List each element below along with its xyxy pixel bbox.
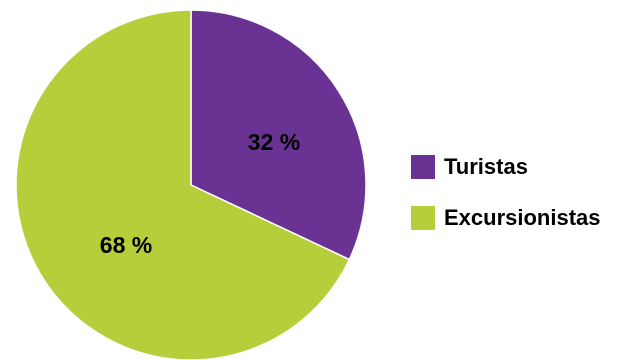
- pie-data-labels: 32 % 68 %: [100, 129, 300, 258]
- data-label-turistas: 32 %: [248, 129, 300, 155]
- legend-item-excursionistas: Excursionistas: [411, 205, 601, 230]
- pie-slice-excursionistas: [15, 9, 351, 360]
- legend-swatch-excursionistas: [411, 206, 435, 230]
- legend: Turistas Excursionistas: [411, 154, 601, 230]
- pie-slices: [15, 9, 367, 360]
- legend-label-excursionistas: Excursionistas: [444, 205, 601, 230]
- legend-label-turistas: Turistas: [444, 154, 528, 179]
- pie-slice-turistas: [190, 9, 367, 261]
- legend-item-turistas: Turistas: [411, 154, 528, 179]
- legend-swatch-turistas: [411, 155, 435, 179]
- data-label-excursionistas: 68 %: [100, 232, 152, 258]
